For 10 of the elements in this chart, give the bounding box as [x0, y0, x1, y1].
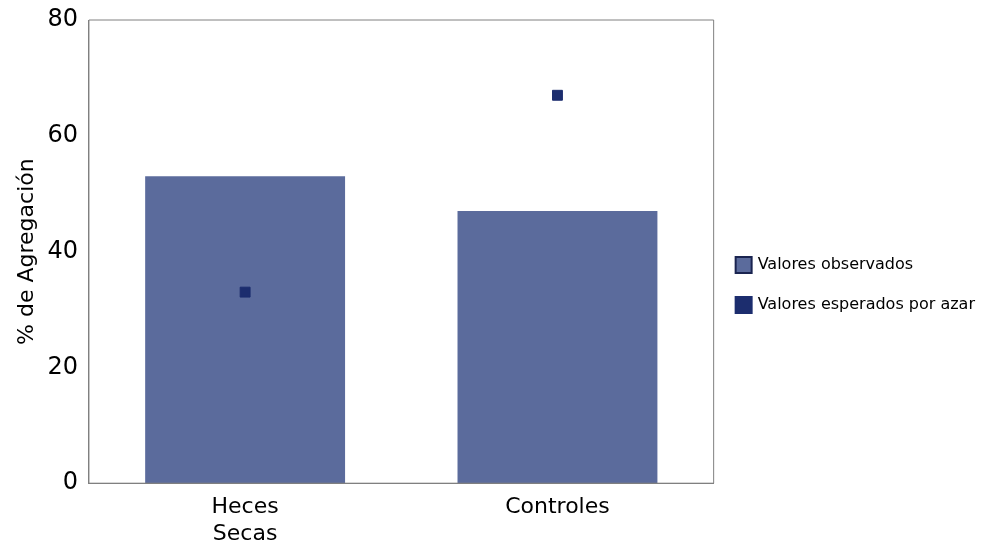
x-tick-label: Heces Secas — [211, 493, 279, 545]
y-axis-title: % de Agregación — [12, 158, 38, 345]
y-tick-label: 0 — [62, 467, 78, 496]
y-tick-label: 80 — [47, 4, 78, 33]
legend-label: Valores esperados por azar — [757, 294, 976, 314]
y-tick-label: 20 — [47, 351, 78, 380]
legend-label: Valores observados — [757, 254, 914, 274]
x-tick-label: Controles — [505, 493, 610, 519]
y-tick-label: 60 — [47, 120, 78, 149]
y-tick-label: 40 — [47, 235, 78, 264]
